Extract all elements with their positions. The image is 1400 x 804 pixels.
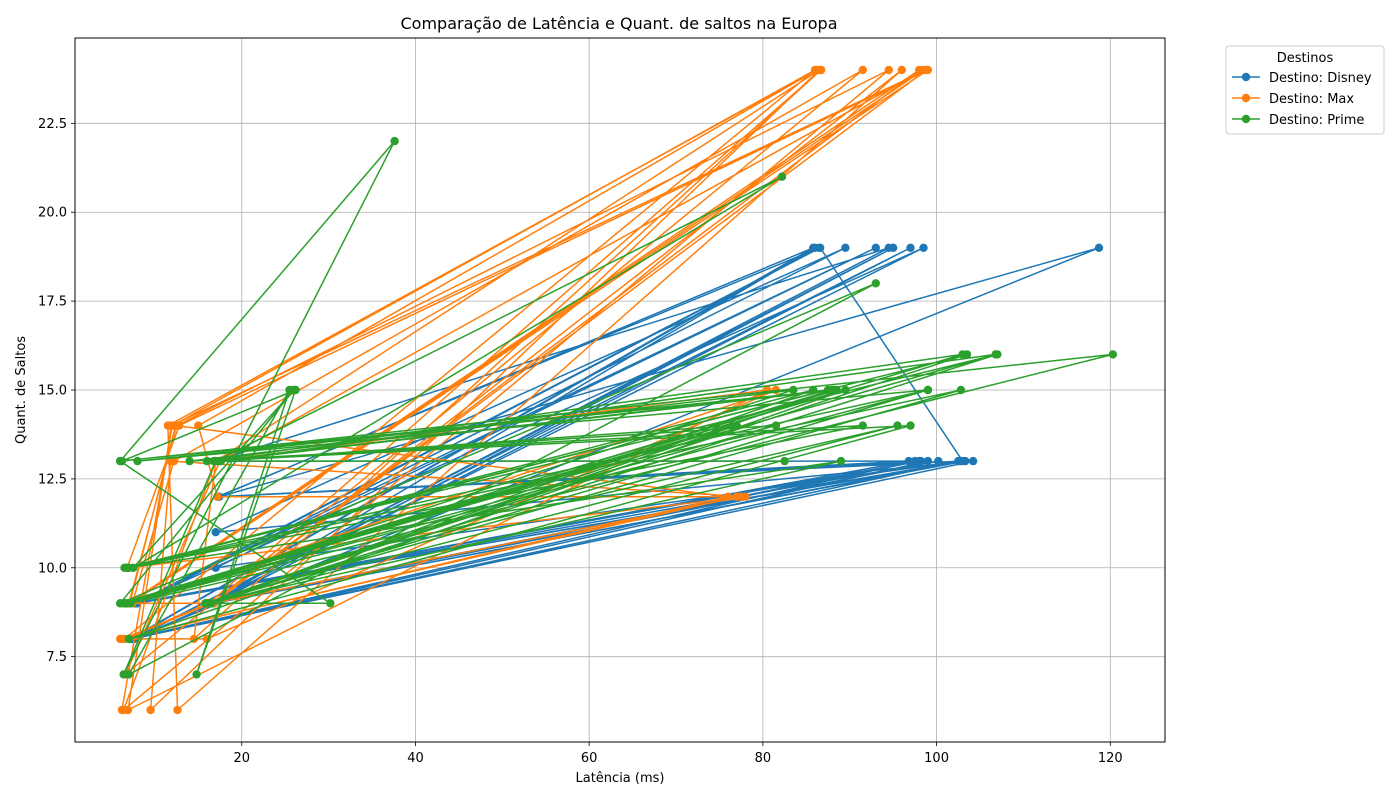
legend-item-disney: Destino: Disney xyxy=(1232,71,1372,86)
x-axis-label: Latência (ms) xyxy=(576,771,665,786)
data-point-disney xyxy=(919,243,928,252)
y-axis-label: Quant. de Saltos xyxy=(14,336,29,444)
data-point-prime xyxy=(116,456,125,466)
legend-title: Destinos xyxy=(1277,51,1334,66)
data-point-prime xyxy=(789,385,798,395)
data-point-disney xyxy=(809,243,818,252)
data-point-prime xyxy=(133,456,142,466)
data-point-max xyxy=(897,65,906,75)
data-point-max xyxy=(169,456,179,466)
y-tick-label: 20.0 xyxy=(38,206,67,221)
data-point-max xyxy=(884,65,893,75)
data-point-prime xyxy=(893,421,902,430)
data-point-prime xyxy=(841,385,850,395)
legend-marker xyxy=(1241,72,1251,82)
x-tick-label: 60 xyxy=(581,751,598,766)
data-point-prime xyxy=(326,599,335,608)
data-point-prime xyxy=(202,456,212,466)
data-point-prime xyxy=(202,599,212,608)
data-point-prime xyxy=(285,385,294,395)
data-point-disney xyxy=(906,243,915,252)
data-point-prime xyxy=(123,563,133,572)
legend-label: Destino: Disney xyxy=(1269,71,1372,86)
data-point-disney xyxy=(816,243,825,252)
x-tick-label: 100 xyxy=(924,751,949,766)
x-tick-label: 40 xyxy=(407,751,424,766)
data-point-max xyxy=(723,492,733,501)
data-point-prime xyxy=(871,279,880,288)
data-point-prime xyxy=(858,421,867,430)
legend-marker xyxy=(1241,93,1251,103)
data-point-disney xyxy=(1094,243,1104,252)
legend-label: Destino: Max xyxy=(1269,92,1354,107)
data-point-prime xyxy=(962,350,972,359)
legend-item-prime: Destino: Prime xyxy=(1232,113,1364,128)
y-tick-label: 7.5 xyxy=(46,650,67,665)
data-point-prime xyxy=(956,385,966,395)
data-point-prime xyxy=(1108,350,1118,359)
x-tick-label: 120 xyxy=(1098,751,1123,766)
data-point-disney xyxy=(968,456,978,466)
data-point-max xyxy=(123,705,133,715)
data-point-disney xyxy=(841,243,850,252)
x-tick-label: 20 xyxy=(233,751,250,766)
data-point-max xyxy=(194,421,203,430)
series-prime xyxy=(116,136,1118,679)
data-point-prime xyxy=(124,670,133,679)
data-point-max xyxy=(816,65,826,75)
legend-item-max: Destino: Max xyxy=(1232,92,1354,107)
data-point-prime xyxy=(213,456,222,466)
plot-area xyxy=(116,65,1118,715)
data-point-prime xyxy=(923,385,933,395)
legend-items: Destino: Disney Destino: Max Destino: Prim… xyxy=(1232,71,1372,128)
data-point-prime xyxy=(124,634,133,644)
data-point-max xyxy=(167,421,176,430)
data-point-disney xyxy=(958,456,967,466)
data-point-prime xyxy=(780,456,789,466)
data-point-prime xyxy=(828,385,837,395)
data-point-disney xyxy=(934,456,943,466)
data-point-disney xyxy=(871,243,880,252)
data-point-prime xyxy=(906,421,915,430)
y-tick-label: 22.5 xyxy=(38,117,67,132)
data-point-prime xyxy=(291,385,300,395)
legend-label: Destino: Prime xyxy=(1269,113,1364,128)
data-point-disney xyxy=(910,456,920,466)
y-tick-label: 10.0 xyxy=(38,561,67,576)
y-tick-label: 15.0 xyxy=(38,384,67,399)
data-point-max xyxy=(922,65,931,75)
data-point-disney xyxy=(923,456,933,466)
data-point-prime xyxy=(192,670,201,679)
data-point-prime xyxy=(809,385,818,395)
chart-title: Comparação de Latência e Quant. de salto… xyxy=(400,14,837,33)
data-point-max xyxy=(173,705,182,715)
data-point-prime xyxy=(121,599,130,608)
data-point-prime xyxy=(836,456,846,466)
data-point-max xyxy=(118,634,128,644)
y-tick-label: 17.5 xyxy=(38,295,67,310)
data-point-disney xyxy=(884,243,893,252)
data-point-prime xyxy=(185,456,194,466)
data-point-max xyxy=(737,492,746,501)
data-point-disney xyxy=(916,456,926,466)
data-point-prime xyxy=(777,172,787,181)
data-point-prime xyxy=(771,421,781,430)
data-point-prime xyxy=(390,136,399,146)
data-point-prime xyxy=(732,421,741,430)
data-point-disney xyxy=(211,528,220,537)
legend-frame xyxy=(1225,45,1385,135)
legend-marker xyxy=(1241,114,1251,124)
y-tick-label: 12.5 xyxy=(38,472,67,487)
tick-layer: 20 40 60 80 100 120 7.5 10.0 12.5 15.0 17.5 20.0 22.… xyxy=(38,117,1123,766)
data-point-max xyxy=(146,705,155,715)
data-point-max xyxy=(858,65,867,75)
data-point-prime xyxy=(993,350,1002,359)
data-point-disney xyxy=(904,456,913,466)
x-tick-label: 80 xyxy=(755,751,772,766)
